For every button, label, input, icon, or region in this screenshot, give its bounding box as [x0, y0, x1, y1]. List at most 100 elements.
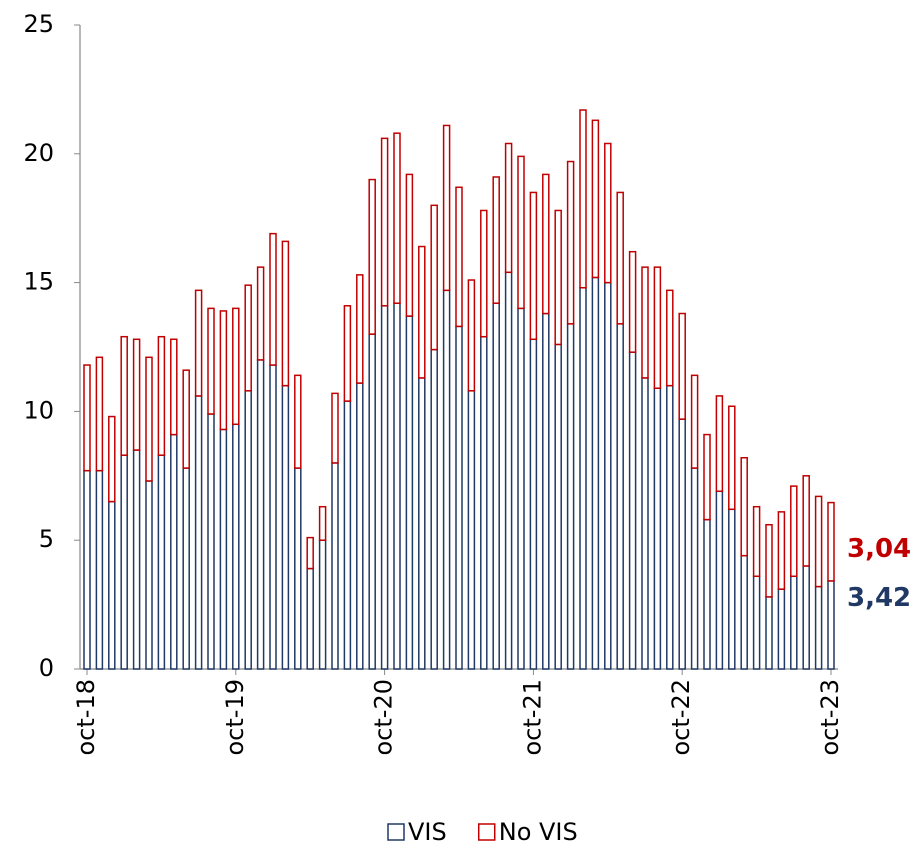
- bar-segment: [591, 276, 600, 670]
- bar-segment: [380, 137, 389, 307]
- bar-segment: [529, 338, 538, 670]
- bar-segment: [281, 240, 290, 387]
- bar-segment: [628, 351, 637, 670]
- bar-segment: [641, 377, 649, 670]
- bar-segment: [616, 323, 624, 670]
- bar-segment: [566, 323, 575, 670]
- bar-segment: [232, 307, 240, 426]
- y-tick-label: 25: [23, 10, 54, 38]
- bar-segment: [194, 289, 203, 397]
- bar-segment: [666, 384, 674, 670]
- bar-segment: [529, 191, 538, 341]
- bar-segment: [777, 588, 786, 670]
- bar-segment: [318, 539, 327, 670]
- bar-segment: [517, 307, 525, 670]
- bar-segment: [604, 281, 612, 670]
- bar-segment: [715, 490, 724, 670]
- bar-segment: [641, 266, 649, 379]
- bar-segment: [467, 390, 476, 670]
- bar-segment: [207, 413, 215, 670]
- bar-segment: [480, 209, 488, 338]
- bar-segment: [542, 312, 550, 670]
- bar-segment: [442, 289, 451, 670]
- bar-segment: [827, 580, 835, 670]
- bar-segment: [170, 338, 178, 436]
- bar-segment: [356, 274, 364, 384]
- bar-segment: [318, 505, 327, 541]
- bar-segment: [418, 245, 426, 379]
- bar-segment: [269, 364, 277, 670]
- bar-segment: [715, 395, 724, 493]
- bar-segment: [343, 305, 352, 402]
- bar-segment: [120, 335, 128, 456]
- bar-segment: [120, 454, 128, 670]
- bar-segment: [728, 508, 736, 670]
- bar-segment: [405, 173, 414, 317]
- bar-segment: [244, 284, 252, 392]
- bar-segment: [343, 400, 352, 670]
- bar-segment: [95, 469, 104, 670]
- bar-segment: [690, 467, 699, 670]
- y-tick-label: 10: [23, 396, 54, 424]
- bar-segment: [455, 325, 463, 670]
- bar-segment: [356, 382, 364, 670]
- bar-segment: [294, 374, 302, 469]
- bar-segment: [219, 428, 228, 670]
- bar-segment: [777, 511, 786, 590]
- bar-segment: [492, 176, 500, 304]
- bar-segment: [480, 335, 488, 670]
- x-tick-label: oct-21: [518, 679, 546, 756]
- bar-segment: [591, 119, 600, 279]
- bar-segment: [678, 312, 686, 420]
- bar-segment: [455, 186, 463, 328]
- bar-segment: [281, 384, 290, 670]
- bar-segment: [132, 338, 141, 451]
- bar-segment: [802, 565, 810, 670]
- y-tick-label: 20: [23, 139, 54, 167]
- y-tick-label: 0: [39, 654, 54, 682]
- bar-segment: [256, 266, 265, 361]
- bar-segment: [802, 475, 810, 567]
- bar-segment: [182, 369, 190, 469]
- bar-segment: [827, 501, 835, 582]
- bar-segment: [566, 160, 575, 325]
- bar-segment: [393, 302, 401, 670]
- bar-segment: [132, 449, 141, 670]
- bar-segment: [765, 523, 773, 598]
- bar-segment: [703, 433, 711, 521]
- bar-segment: [83, 364, 91, 472]
- bar-segment: [728, 405, 736, 511]
- legend-swatch: [387, 823, 405, 841]
- bar-segment: [504, 271, 513, 670]
- bar-segment: [752, 505, 761, 578]
- bar-segment: [405, 315, 414, 670]
- bar-segment: [157, 454, 166, 670]
- bar-segment: [653, 266, 662, 389]
- bar-segment: [207, 307, 215, 415]
- bar-segment: [331, 392, 339, 464]
- bar-segment: [418, 377, 426, 670]
- bar-segment: [306, 567, 314, 670]
- legend-label: No VIS: [499, 818, 578, 846]
- x-tick-label: oct-18: [72, 679, 100, 756]
- bar-segment: [579, 109, 587, 289]
- bar-segment: [752, 575, 761, 670]
- bar-segment: [814, 585, 823, 670]
- bar-segment: [430, 204, 438, 351]
- bar-segment: [492, 302, 500, 670]
- x-tick-label: oct-20: [370, 679, 398, 756]
- data-label: 3,04: [847, 534, 911, 564]
- bar-segment: [182, 467, 190, 670]
- data-label: 3,42: [847, 583, 911, 613]
- bar-segment: [554, 209, 562, 346]
- bar-segment: [145, 480, 153, 670]
- bar-segment: [814, 495, 823, 588]
- bar-segment: [331, 462, 339, 670]
- bar-segment: [542, 173, 550, 315]
- bar-segment: [467, 279, 476, 392]
- bar-segment: [554, 343, 562, 670]
- bar-segment: [616, 191, 624, 325]
- bar-segment: [653, 387, 662, 670]
- bar-segment: [145, 356, 153, 482]
- bar-segment: [678, 418, 686, 670]
